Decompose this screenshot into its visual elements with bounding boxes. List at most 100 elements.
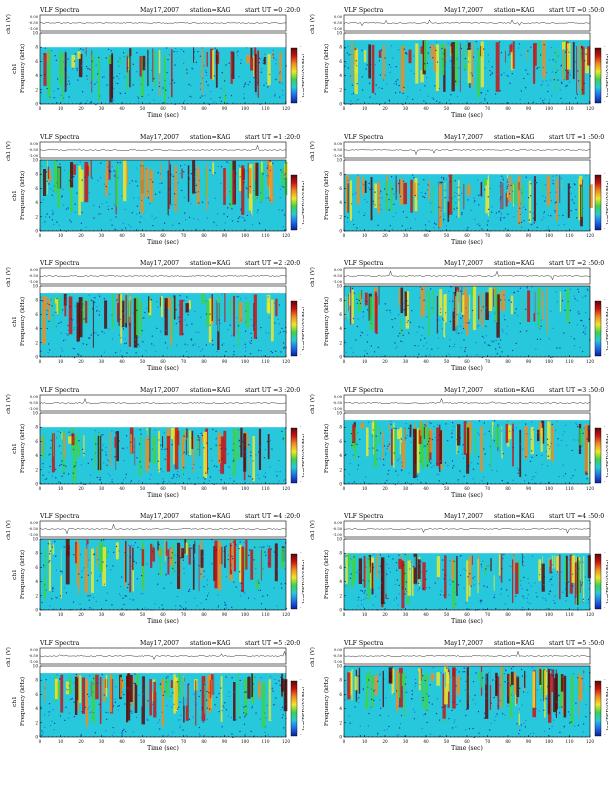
spectral-burst	[122, 679, 124, 688]
spectral-speck	[184, 163, 186, 165]
spectral-speck	[443, 578, 445, 580]
colorbar-tick-label: -	[604, 99, 606, 104]
spectral-burst	[431, 177, 433, 188]
spectral-speck	[252, 682, 254, 684]
spectral-burst	[493, 288, 494, 307]
spectral-speck	[528, 582, 530, 584]
spectral-speck	[260, 191, 262, 193]
spectral-speck	[572, 573, 574, 575]
spectral-speck	[141, 330, 143, 332]
spectral-speck	[509, 192, 511, 194]
spectral-speck	[525, 69, 527, 71]
spectral-burst	[84, 548, 88, 594]
spectral-speck	[216, 465, 218, 467]
spectral-speck	[179, 608, 181, 610]
spectral-burst	[382, 430, 384, 460]
spectral-speck	[172, 567, 174, 570]
vlf-panel: VLF Spectra May17,2007 station=KAG start UT…	[5, 513, 304, 625]
spectral-burst	[482, 292, 484, 329]
spectral-speck	[365, 475, 367, 477]
spectral-speck	[347, 185, 349, 187]
panel-start-ut: start UT =0 :20:0	[245, 7, 300, 14]
spectral-speck	[43, 566, 45, 568]
spectral-speck	[88, 559, 90, 561]
spectral-speck	[106, 718, 108, 720]
spectral-speck	[103, 735, 105, 737]
spectral-burst	[132, 547, 134, 571]
spectral-speck	[274, 93, 276, 95]
spectral-speck	[489, 345, 491, 347]
spectral-speck	[573, 201, 575, 204]
spectral-speck	[59, 444, 61, 447]
spectral-speck	[148, 465, 150, 467]
spectral-speck	[201, 708, 203, 710]
spectral-speck	[575, 596, 577, 598]
spectral-speck	[486, 586, 488, 588]
amplitude-tick-label: -1.00	[29, 280, 39, 284]
spectral-speck	[501, 329, 503, 331]
spectral-speck	[552, 175, 554, 177]
spectral-speck	[145, 167, 147, 169]
amplitude-tick-label: -0.50	[333, 401, 343, 405]
spectral-speck	[563, 332, 565, 334]
spectral-speck	[576, 216, 578, 218]
spectral-speck	[51, 720, 53, 722]
spectral-speck	[41, 729, 43, 731]
amplitude-trace	[39, 397, 287, 404]
x-tick-label: 0	[39, 486, 42, 491]
spectral-speck	[562, 300, 564, 302]
spectral-burst	[402, 421, 405, 441]
spectral-speck	[472, 577, 474, 579]
spectral-speck	[55, 468, 57, 470]
spectral-speck	[167, 734, 169, 736]
spectral-speck	[534, 181, 537, 183]
spectral-burst	[168, 160, 170, 209]
spectral-burst	[422, 286, 425, 317]
spectral-speck	[394, 583, 396, 585]
spectral-speck	[73, 701, 75, 703]
spectral-burst	[566, 288, 570, 323]
vlf-panel: VLF Spectra May17,2007 station=KAG start UT…	[5, 640, 304, 752]
spectral-speck	[565, 51, 567, 53]
spectral-speck	[137, 336, 139, 339]
spectral-burst	[128, 299, 131, 317]
spectral-speck	[434, 582, 436, 584]
spectral-speck	[211, 339, 214, 342]
spectral-speck	[353, 480, 355, 483]
amplitude-tick-label: -0.50	[333, 527, 343, 531]
spectral-speck	[543, 210, 545, 212]
x-tick-label: 10	[362, 612, 368, 617]
spectral-speck	[400, 468, 403, 470]
spectral-speck	[486, 223, 488, 226]
spectral-speck	[420, 561, 422, 563]
spectral-speck	[216, 350, 218, 352]
spectral-speck	[249, 444, 251, 446]
spectral-speck	[124, 343, 126, 345]
spectral-speck	[570, 192, 572, 194]
spectral-speck	[151, 703, 154, 705]
spectral-speck	[418, 587, 420, 589]
spectral-burst	[98, 679, 100, 687]
spectral-burst	[260, 549, 262, 581]
spectral-speck	[576, 102, 579, 104]
spectral-speck	[225, 95, 227, 97]
spectral-burst	[466, 560, 469, 602]
spectral-speck	[93, 332, 95, 334]
spectral-speck	[193, 217, 195, 219]
spectral-speck	[277, 318, 279, 320]
spectral-speck	[247, 443, 250, 445]
spectral-burst	[390, 182, 393, 211]
spectral-speck	[103, 332, 105, 334]
spectral-burst	[581, 46, 585, 95]
spectral-speck	[134, 345, 136, 347]
x-tick-label: 80	[505, 612, 511, 617]
y-tick-label: 4	[339, 73, 342, 78]
spectral-speck	[523, 219, 525, 221]
spectral-burst	[125, 542, 127, 554]
spectral-speck	[510, 301, 513, 303]
spectral-speck	[550, 578, 553, 580]
spectral-speck	[250, 340, 252, 342]
colorbar	[594, 300, 602, 357]
spectral-speck	[514, 312, 516, 314]
spectral-speck	[452, 421, 454, 423]
